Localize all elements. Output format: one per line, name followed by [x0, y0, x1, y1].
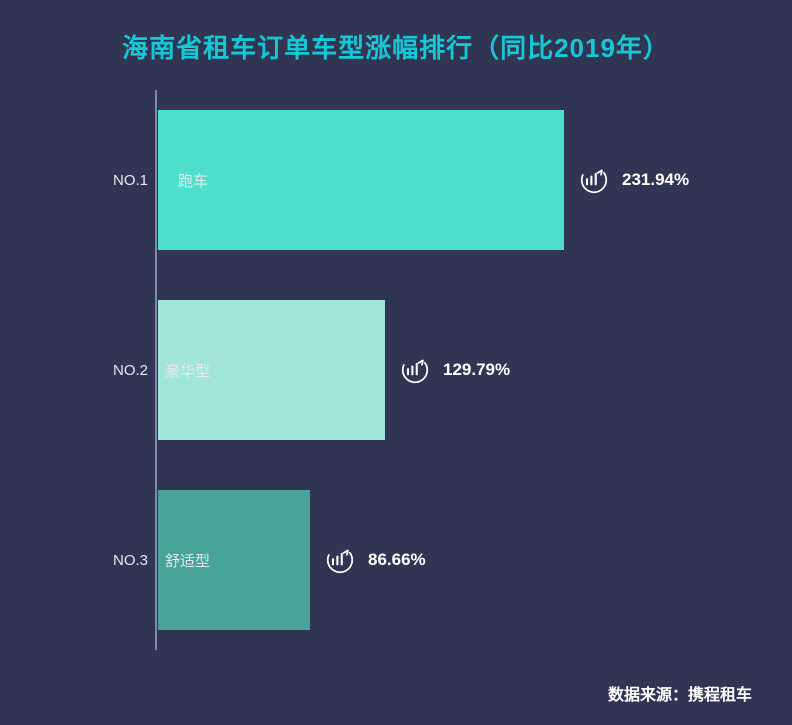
data-source-label: 数据来源：携程租车: [608, 681, 752, 705]
rank-label: NO.2: [70, 362, 148, 379]
category-label: 豪华型: [165, 360, 210, 381]
growth-icon: [326, 546, 354, 574]
chart-area: NO.1 跑车 231.94% NO.2 豪华型 129.79% NO.3 舒适…: [70, 90, 750, 660]
value-group: 86.66%: [326, 546, 426, 574]
value-group: 231.94%: [580, 166, 689, 194]
growth-icon: [580, 166, 608, 194]
bar-row-1: NO.1 跑车 231.94%: [70, 110, 750, 250]
bar: [158, 110, 564, 250]
value-label: 86.66%: [368, 550, 426, 570]
value-label: 231.94%: [622, 170, 689, 190]
rank-label: NO.1: [70, 172, 148, 189]
growth-icon: [401, 356, 429, 384]
category-label: 舒适型: [165, 550, 210, 571]
bar-row-3: NO.3 舒适型 86.66%: [70, 490, 750, 630]
category-label: 跑车: [178, 170, 208, 191]
chart-title: 海南省租车订单车型涨幅排行（同比2019年）: [0, 0, 792, 65]
bar-row-2: NO.2 豪华型 129.79%: [70, 300, 750, 440]
value-label: 129.79%: [443, 360, 510, 380]
value-group: 129.79%: [401, 356, 510, 384]
rank-label: NO.3: [70, 552, 148, 569]
